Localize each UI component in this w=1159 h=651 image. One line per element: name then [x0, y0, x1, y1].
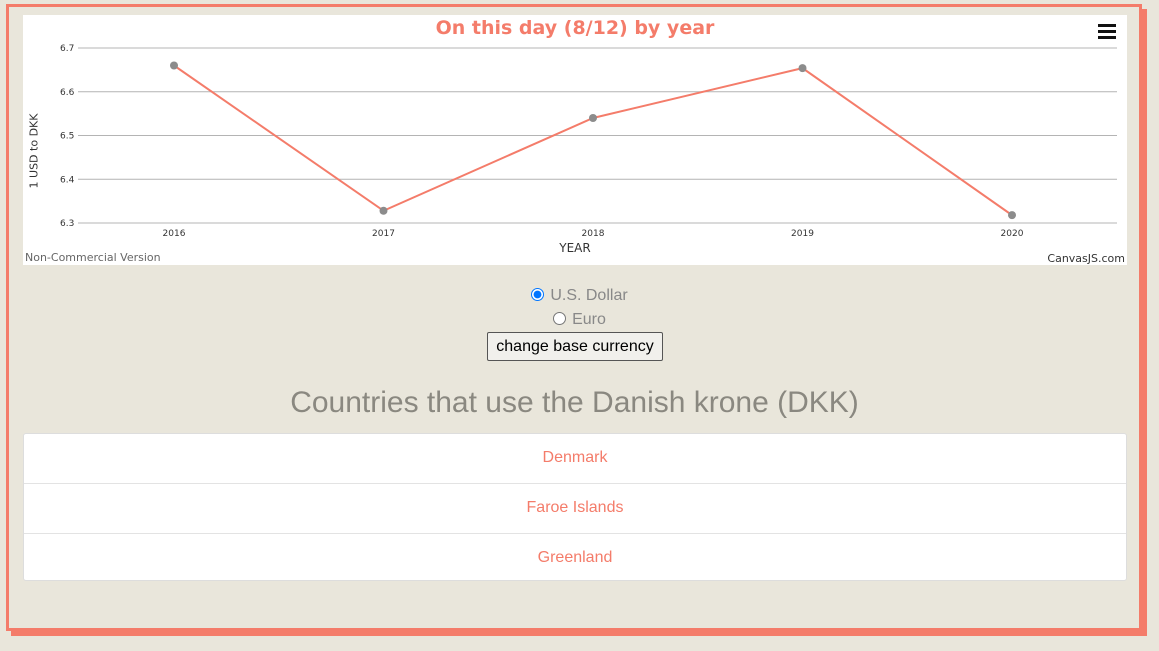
x-tick-label: 2017 [372, 229, 395, 239]
countries-heading: Countries that use the Danish krone (DKK… [290, 386, 859, 419]
x-tick-label: 2019 [791, 229, 814, 239]
eur-radio[interactable] [553, 312, 567, 325]
y-tick-label: 6.7 [60, 44, 74, 54]
currency-option-eur[interactable]: Euro [0, 310, 1159, 334]
chart-canvas: 6.3 6.4 6.5 6.6 6.7 2016 2017 2018 2019 2020 [60, 44, 1117, 239]
x-tick-label: 2018 [582, 229, 605, 239]
x-tick-label: 2016 [163, 229, 186, 239]
y-tick-label: 6.5 [60, 132, 74, 142]
currency-radio-group: U.S. Dollar Euro [0, 286, 1159, 334]
y-tick-label: 6.6 [60, 88, 75, 98]
y-tick-label: 6.4 [60, 175, 75, 185]
data-point [1008, 211, 1016, 220]
page-frame [6, 4, 1142, 631]
country-item-denmark[interactable]: Denmark [24, 434, 1126, 484]
x-axis-label: YEAR [559, 241, 591, 255]
x-tick-label: 2020 [1001, 229, 1024, 239]
countries-list: Denmark Faroe Islands Greenland [23, 433, 1127, 581]
chart-title: On this day (8/12) by year [435, 17, 715, 39]
data-point [798, 64, 807, 73]
eur-radio-label: Euro [572, 311, 606, 328]
usd-radio-label: U.S. Dollar [550, 287, 628, 304]
y-tick-label: 6.3 [60, 219, 74, 229]
data-point [170, 61, 178, 70]
usd-radio[interactable] [531, 288, 545, 301]
data-point [379, 206, 388, 215]
y-axis-label: 1 USD to DKK [27, 113, 41, 189]
country-item-greenland[interactable]: Greenland [537, 549, 613, 566]
data-point [589, 114, 597, 122]
currency-option-usd[interactable]: U.S. Dollar [0, 286, 1159, 310]
hamburger-menu-icon[interactable] [1098, 24, 1116, 39]
chart-credit-link[interactable]: CanvasJS.com [1047, 252, 1125, 265]
exchange-rate-chart: 6.3 6.4 6.5 6.6 6.7 2016 2017 2018 2019 2020 On t… [23, 15, 1127, 265]
chart-license-note: Non-Commercial Version [25, 251, 161, 264]
change-base-currency-button[interactable]: change base currency [487, 332, 663, 361]
country-item-faroe-islands[interactable]: Faroe Islands [24, 484, 1126, 534]
series-line [173, 64, 1013, 216]
